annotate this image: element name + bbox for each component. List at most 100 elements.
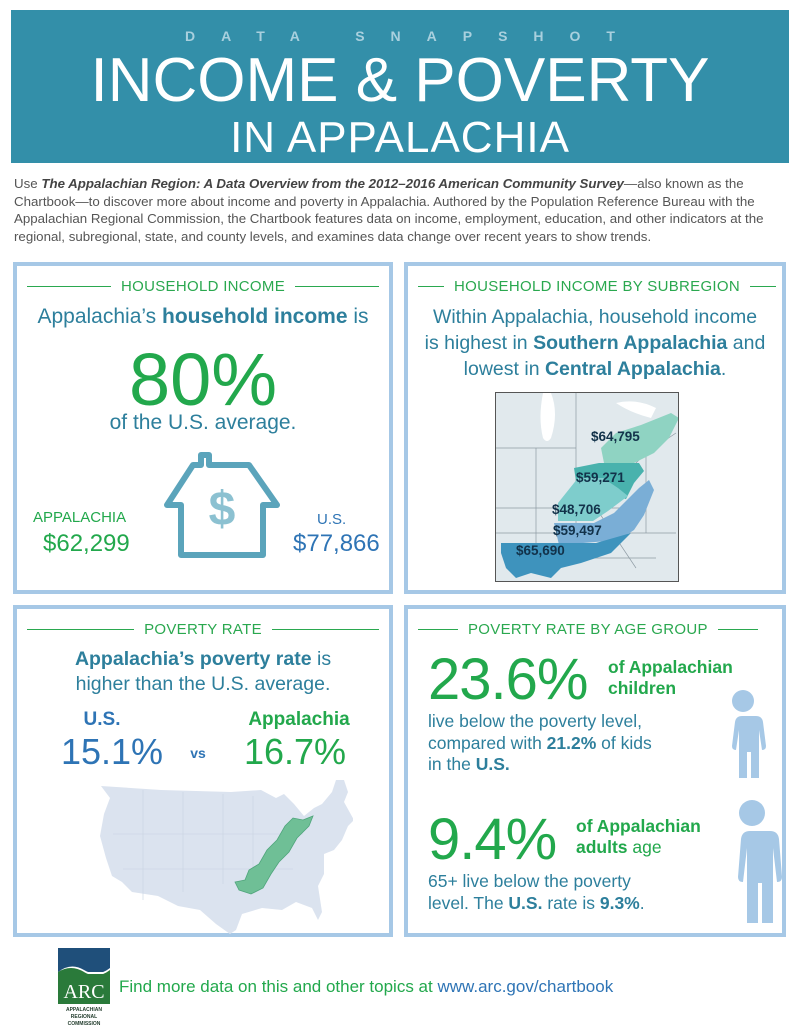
lead-text: lowest in (463, 358, 545, 380)
lead-line: Appalachia’s poverty rate is (17, 647, 389, 672)
divider (295, 285, 380, 288)
publication-title: The Appalachian Region: A Data Overview … (41, 176, 624, 191)
text-line: 65+ live below the poverty (428, 871, 631, 891)
lead-line: is highest in Southern Appalachia and (414, 330, 776, 356)
section-title-text: POVERTY RATE (144, 621, 262, 638)
footer-text: Find more data on this and other topics … (119, 977, 613, 997)
lead-line: higher than the U.S. average. (75, 673, 331, 695)
divider (717, 628, 758, 631)
appalachia-income-value: $62,299 (43, 530, 130, 557)
side-line: of Appalachian (608, 657, 733, 677)
lead-text: Appalachia’s (37, 305, 163, 328)
us-poverty-label: U.S. (83, 709, 121, 730)
poverty-rate-card: POVERTY RATE Appalachia’s poverty rate i… (13, 605, 393, 937)
section-title-text: HOUSEHOLD INCOME BY SUBREGION (454, 278, 740, 295)
children-poverty-side-text: of Appalachian children (608, 657, 733, 699)
text: compared with (428, 732, 547, 753)
household-income-of-us: of the U.S. average. (109, 411, 297, 434)
header-banner: DATA SNAPSHOT INCOME & POVERTY IN APPALA… (11, 10, 789, 163)
versus-label: vs (190, 745, 206, 761)
section-title: POVERTY RATE (27, 621, 379, 638)
lead-bold: Southern Appalachia (533, 332, 728, 354)
side-line: children (608, 678, 677, 698)
text-line: level. The U.S. rate is 9.3%. (428, 893, 728, 915)
intro-prefix: Use (14, 176, 42, 191)
text-bold: U.S. (475, 754, 510, 774)
svg-text:COMMISSION: COMMISSION (68, 1021, 101, 1027)
us-map (100, 780, 353, 934)
poverty-by-age-card: POVERTY RATE BY AGE GROUP 23.6% of Appal… (404, 605, 786, 937)
poverty-rate-lead: Appalachia’s poverty rate is higher than… (17, 647, 389, 697)
subregion-map: $64,795 $59,271 $48,706 $59,497 $65,690 (495, 392, 679, 582)
svg-text:REGIONAL: REGIONAL (71, 1014, 97, 1020)
lead-bold: Appalachia’s poverty rate (74, 648, 312, 670)
lead-line: Within Appalachia, household income (432, 306, 758, 328)
page-title: INCOME & POVERTY (90, 46, 710, 115)
text: of kids (596, 732, 652, 753)
north-central-subregion-label: $59,271 (576, 470, 625, 485)
arc-logo: ARC APPALACHIAN REGIONAL COMMISSION (58, 948, 110, 1027)
intro-body: —also known as the Chartbook—to discover… (14, 176, 764, 244)
divider (418, 285, 444, 288)
subregion-lead: Within Appalachia, household income is h… (408, 304, 782, 382)
household-income-lead: Appalachia’s household income is (17, 304, 389, 330)
us-income-value: $77,866 (293, 530, 380, 557)
northern-subregion-label: $64,795 (591, 429, 640, 444)
divider (418, 628, 458, 631)
svg-text:$: $ (209, 483, 236, 536)
chartbook-link[interactable]: www.arc.gov/chartbook (437, 977, 614, 996)
subregion-map-graphic (496, 393, 678, 578)
header-kicker: DATA SNAPSHOT (185, 28, 641, 44)
side-line: of Appalachian (576, 816, 701, 836)
text-bold: U.S. (508, 892, 543, 913)
lead-text: and (727, 332, 766, 354)
text-line: in the U.S. (428, 754, 718, 776)
lead-bold: household income (162, 305, 348, 328)
section-title: HOUSEHOLD INCOME (27, 278, 380, 295)
svg-text:ARC: ARC (63, 981, 104, 1003)
text: in the (428, 754, 476, 774)
text: level. The (428, 892, 509, 913)
section-title-text: HOUSEHOLD INCOME (121, 278, 285, 295)
intro-paragraph: Use The Appalachian Region: A Data Overv… (14, 175, 789, 245)
appalachia-poverty-value: 16.7% (243, 731, 347, 772)
section-title: POVERTY RATE BY AGE GROUP (418, 621, 772, 638)
household-income-percent: 80% (128, 338, 278, 421)
text-bold: adults (576, 837, 628, 857)
children-poverty-percent: 23.6% (428, 647, 588, 712)
adults-poverty-side-text: of Appalachian adults age (576, 816, 701, 858)
text-bold: 21.2% (546, 732, 597, 753)
footer-label: Find more data on this and other topics … (119, 977, 438, 996)
appalachia-label: APPALACHIA (33, 509, 127, 526)
adults-poverty-percent: 9.4% (428, 807, 557, 872)
house-dollar-icon: $ (164, 452, 280, 558)
us-label: U.S. (317, 511, 347, 528)
text-line: live below the poverty level, (428, 711, 642, 731)
svg-text:APPALACHIAN: APPALACHIAN (66, 1007, 102, 1013)
lead-text: is (347, 305, 369, 328)
children-poverty-text: live below the poverty level, compared w… (428, 711, 718, 776)
text-bold: 9.3% (599, 892, 640, 913)
us-poverty-value: 15.1% (60, 731, 164, 772)
text: . (639, 892, 645, 913)
divider (271, 628, 379, 631)
text: rate is (542, 892, 600, 913)
adults-poverty-text: 65+ live below the poverty level. The U.… (428, 871, 728, 914)
section-title: HOUSEHOLD INCOME BY SUBREGION (418, 278, 776, 295)
lead-text: is highest in (424, 332, 534, 354)
subregion-income-card: HOUSEHOLD INCOME BY SUBREGION Within App… (404, 262, 786, 594)
southern-subregion-label: $65,690 (516, 543, 565, 558)
lead-text: is (311, 648, 332, 670)
page-subtitle: IN APPALACHIA (230, 113, 570, 162)
lead-line: lowest in Central Appalachia. (414, 356, 776, 382)
divider (27, 628, 135, 631)
child-figure-icon (730, 690, 766, 778)
divider (749, 285, 776, 288)
central-subregion-label: $48,706 (552, 502, 601, 517)
south-central-subregion-label: $59,497 (553, 523, 602, 538)
text: age (627, 837, 662, 857)
lead-text: . (720, 358, 727, 380)
section-title-text: POVERTY RATE BY AGE GROUP (468, 621, 708, 638)
lead-bold: Central Appalachia (544, 358, 721, 380)
side-line: adults age (576, 837, 701, 858)
